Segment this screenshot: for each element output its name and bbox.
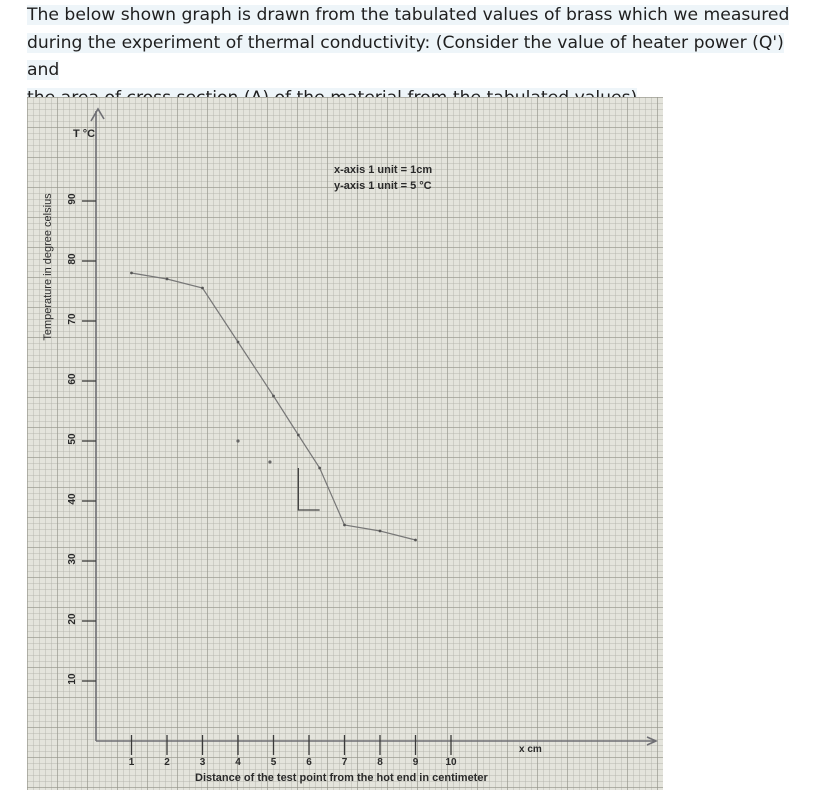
x-tick-label: 7 [342, 757, 348, 768]
x-tick-label: 2 [164, 757, 170, 768]
data-point [236, 340, 240, 344]
x-tick-label: 8 [377, 757, 383, 768]
data-point [296, 433, 300, 437]
scale-annotation: x-axis 1 unit = 1cm [334, 164, 432, 176]
x-tick-label: 6 [306, 757, 312, 768]
data-point [343, 523, 346, 527]
x-unit-label: x cm [519, 744, 542, 755]
temperature-line [131, 272, 416, 541]
y-tick-label: 60 [67, 373, 78, 385]
graph-paper-photo: 10 20 30 40 50 60 70 80 90 1 2 3 4 5 6 7 8 9 10 T °C x cm Tem… [27, 97, 663, 790]
x-axis-title: Distance of the test point from the hot … [195, 772, 488, 784]
stray-point [236, 439, 240, 443]
y-tick-label: 80 [67, 253, 78, 265]
question-line-2: during the experiment of thermal conduct… [27, 32, 784, 80]
scale-annotation: y-axis 1 unit = 5 °C [334, 180, 432, 192]
y-unit-label: T °C [73, 128, 95, 140]
y-tick-label: 30 [67, 553, 78, 565]
y-tick-label: 10 [67, 673, 78, 685]
y-tick-label: 40 [67, 493, 78, 505]
data-point [165, 277, 169, 281]
x-tick-label: 3 [200, 757, 206, 768]
temperature-distance-chart: 10 20 30 40 50 60 70 80 90 1 2 3 4 5 6 7 8 9 10 T °C x cm Tem… [42, 107, 658, 784]
x-tick-label: 5 [271, 757, 277, 768]
x-axis-arrow [646, 736, 658, 746]
y-tick-label: 70 [67, 313, 78, 325]
question-text: The below shown graph is drawn from the … [27, 2, 807, 112]
question-line-1: The below shown graph is drawn from the … [27, 5, 790, 25]
y-axis-arrow [90, 107, 105, 122]
stray-point [268, 460, 272, 464]
y-tick-label: 20 [67, 613, 78, 625]
x-tick-label: 1 [129, 757, 135, 768]
data-point [378, 529, 382, 533]
x-tick-label: 9 [413, 757, 419, 768]
slope-triangle [297, 468, 320, 511]
y-tick-label: 90 [67, 193, 78, 205]
y-axis-title: Temperature in degree celsius [42, 193, 54, 341]
data-point [201, 286, 204, 290]
y-tick-label: 50 [67, 433, 78, 445]
data-point [130, 271, 133, 275]
data-point [414, 538, 417, 542]
data-point [272, 394, 275, 398]
data-point [318, 466, 322, 470]
x-tick-label: 4 [235, 757, 241, 768]
x-tick-label: 10 [445, 757, 457, 768]
